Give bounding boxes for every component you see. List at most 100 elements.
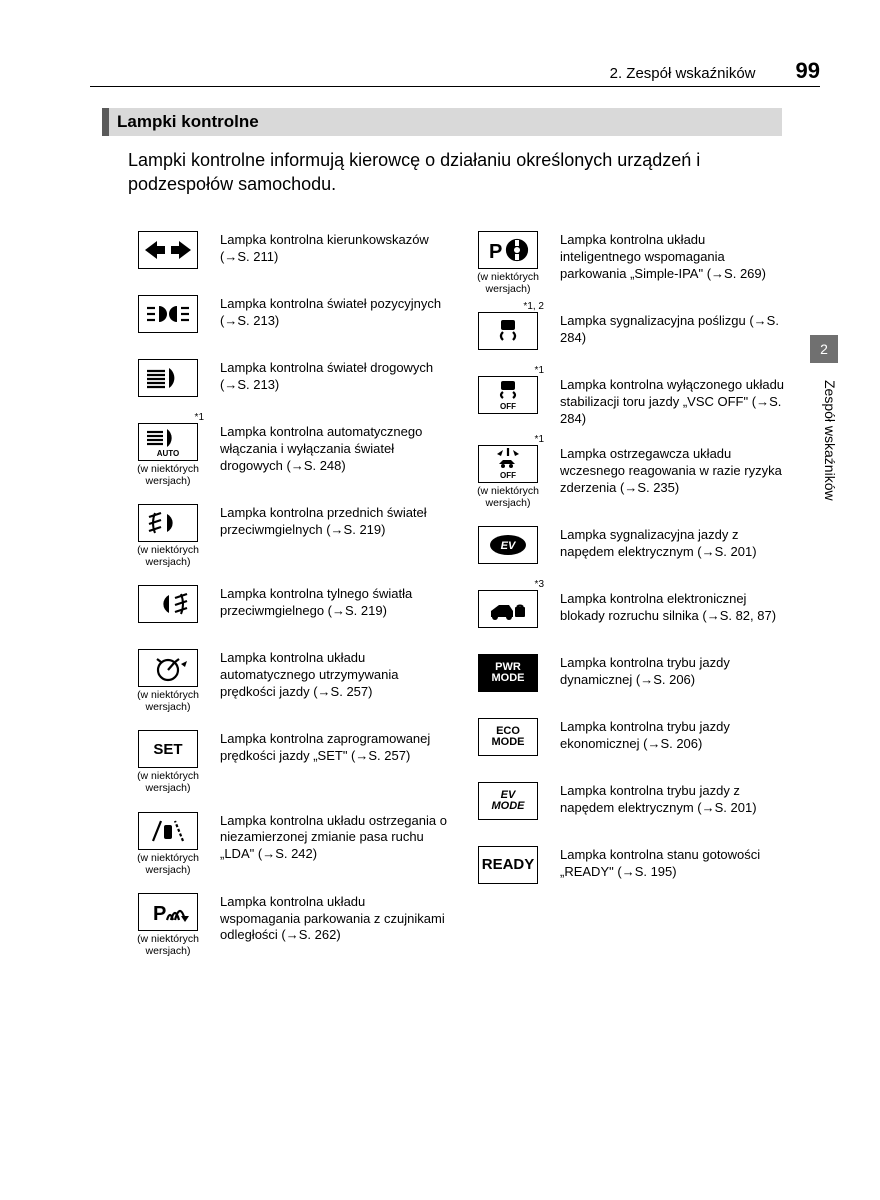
header-rule — [90, 86, 820, 87]
ev-icon: EV — [478, 526, 538, 564]
intro-text: Lampki kontrolne informują kierowcę o dz… — [128, 148, 788, 197]
indicator-description: Lampka kontrolna trybu jazdy ekonomiczne… — [560, 707, 788, 753]
indicator-description: Lampka kontrolna stanu gotowości „READY"… — [560, 835, 788, 881]
svg-text:AUTO: AUTO — [157, 449, 180, 458]
indicator-description: Lampka kontrolna układu ostrzegania o ni… — [220, 801, 448, 864]
indicator-description: Lampka kontrolna tylnego światła przeciw… — [220, 574, 448, 620]
side-tab-number: 2 — [820, 341, 828, 357]
indicator-description: Lampka kontrolna przednich świateł przec… — [220, 493, 448, 539]
indicator-item: Lampka kontrolna świateł pozycyjnych (→S… — [128, 284, 448, 342]
indicator-description: Lampka kontrolna trybu jazdy dynamicznej… — [560, 643, 788, 689]
indicator-item: READY Lampka kontrolna stanu gotowości „R… — [468, 835, 788, 893]
svg-text:P: P — [153, 903, 166, 925]
versions-note: (w niektórych wersjach) — [128, 689, 208, 713]
high-beam-icon — [138, 359, 198, 397]
indicator-description: Lampka sygnalizacyjna poślizgu (→S. 284) — [560, 301, 788, 347]
indicator-item: *1 OFF (w niektórych wersjach)Lampka ost… — [468, 434, 788, 509]
chapter-label: 2. Zespół wskaźników — [610, 65, 756, 82]
icon-column: (w niektórych wersjach) — [128, 638, 208, 713]
indicator-description: Lampka ostrzegawcza układu wczesnego rea… — [560, 434, 788, 497]
park-assist-icon: P — [138, 893, 198, 931]
front-fog-icon — [138, 504, 198, 542]
page-number: 99 — [796, 58, 820, 84]
icon-column: EV — [468, 515, 548, 564]
icon-column: (w niektórych wersjach) — [128, 801, 208, 876]
pcs-off-icon: OFF — [478, 445, 538, 483]
indicator-description: Lampka kontrolna automatycznego włączani… — [220, 412, 448, 475]
page-header: 2. Zespół wskaźników 99 — [90, 58, 820, 84]
versions-note: (w niektórych wersjach) — [128, 852, 208, 876]
ipa-icon: P — [478, 231, 538, 269]
footnote-marker: *1 — [535, 365, 544, 376]
set-icon: SET — [138, 730, 198, 768]
indicator-item: SET(w niektórych wersjach) Lampka kontrol… — [128, 719, 448, 794]
indicator-item: Lampka kontrolna świateł drogowych (→S. … — [128, 348, 448, 406]
indicator-item: (w niektórych wersjach) Lampka kontrolna … — [128, 638, 448, 713]
indicator-item: *1 AUTO (w niektórych wersjach)Lampka ko… — [128, 412, 448, 487]
icon-column: EV MODE — [468, 771, 548, 820]
indicator-description: Lampka kontrolna świateł drogowych (→S. … — [220, 348, 448, 394]
lda-icon — [138, 812, 198, 850]
svg-text:P: P — [489, 241, 502, 263]
side-tab-label: Zespół wskaźników — [810, 380, 838, 501]
immobilizer-icon — [478, 590, 538, 628]
indicator-item: ECO MODE Lampka kontrolna trybu jazdy eko… — [468, 707, 788, 765]
icon-column — [128, 348, 208, 397]
icon-column: SET(w niektórych wersjach) — [128, 719, 208, 794]
indicator-description: Lampka kontrolna układu inteligentnego w… — [560, 220, 788, 283]
indicator-description: Lampka kontrolna elektronicznej blokady … — [560, 579, 788, 625]
ready-icon: READY — [478, 846, 538, 884]
indicator-item: *3 Lampka kontrolna elektronicznej bloka… — [468, 579, 788, 637]
versions-note: (w niektórych wersjach) — [128, 463, 208, 487]
icon-column: P (w niektórych wersjach) — [468, 220, 548, 295]
eco-mode-icon: ECO MODE — [478, 718, 538, 756]
indicator-item: Lampka kontrolna tylnego światła przeciw… — [128, 574, 448, 632]
indicator-description: Lampka kontrolna wyłączonego układu stab… — [560, 365, 788, 428]
indicator-grid: Lampka kontrolna kierunkowskazów (→S. 21… — [128, 220, 788, 963]
icon-column: *1 AUTO (w niektórych wersjach) — [128, 412, 208, 487]
auto-high-beam-icon: AUTO — [138, 423, 198, 461]
footnote-marker: *1 — [535, 434, 544, 445]
left-column: Lampka kontrolna kierunkowskazów (→S. 21… — [128, 220, 448, 963]
footnote-marker: *3 — [535, 579, 544, 590]
indicator-item: PWR MODE Lampka kontrolna trybu jazdy dyn… — [468, 643, 788, 701]
icon-column — [128, 574, 208, 623]
indicator-description: Lampka kontrolna układu wspomagania park… — [220, 882, 448, 945]
versions-note: (w niektórych wersjach) — [128, 770, 208, 794]
icon-column: (w niektórych wersjach) — [128, 493, 208, 568]
svg-text:OFF: OFF — [500, 471, 516, 480]
versions-note: (w niektórych wersjach) — [128, 544, 208, 568]
indicator-description: Lampka kontrolna kierunkowskazów (→S. 21… — [220, 220, 448, 266]
indicator-item: P (w niektórych wersjach) Lampka kontroln… — [128, 882, 448, 957]
indicator-item: EV Lampka sygnalizacyjna jazdy z napędem… — [468, 515, 788, 573]
footnote-marker: *1 — [195, 412, 204, 423]
indicator-description: Lampka kontrolna układu automatycznego u… — [220, 638, 448, 701]
ev-mode-icon: EV MODE — [478, 782, 538, 820]
indicator-item: EV MODELampka kontrolna trybu jazdy z na… — [468, 771, 788, 829]
icon-column: PWR MODE — [468, 643, 548, 692]
indicator-item: P (w niektórych wersjach)Lampka kontroln… — [468, 220, 788, 295]
indicator-description: Lampka kontrolna świateł pozycyjnych (→S… — [220, 284, 448, 330]
turn-signals-icon — [138, 231, 198, 269]
icon-column: *1, 2 — [468, 301, 548, 350]
icon-column — [128, 284, 208, 333]
indicator-item: (w niektórych wersjach) Lampka kontrolna … — [128, 801, 448, 876]
indicator-description: Lampka kontrolna zaprogramowanej prędkoś… — [220, 719, 448, 765]
icon-column: *1 OFF — [468, 365, 548, 414]
indicator-item: Lampka kontrolna kierunkowskazów (→S. 21… — [128, 220, 448, 278]
section-title-text: Lampki kontrolne — [117, 112, 259, 132]
icon-column: *1 OFF (w niektórych wersjach) — [468, 434, 548, 509]
svg-text:OFF: OFF — [500, 402, 516, 411]
position-lights-icon — [138, 295, 198, 333]
cruise-icon — [138, 649, 198, 687]
vsc-off-icon: OFF — [478, 376, 538, 414]
side-tab: 2 — [810, 335, 838, 363]
versions-note: (w niektórych wersjach) — [128, 933, 208, 957]
icon-column — [128, 220, 208, 269]
pwr-mode-icon: PWR MODE — [478, 654, 538, 692]
indicator-item: *1 OFF Lampka kontrolna wyłączonego ukła… — [468, 365, 788, 428]
indicator-item: *1, 2 Lampka sygnalizacyjna poślizgu (→S… — [468, 301, 788, 359]
rear-fog-icon — [138, 585, 198, 623]
section-title: Lampki kontrolne — [102, 108, 782, 136]
indicator-description: Lampka sygnalizacyjna jazdy z napędem el… — [560, 515, 788, 561]
